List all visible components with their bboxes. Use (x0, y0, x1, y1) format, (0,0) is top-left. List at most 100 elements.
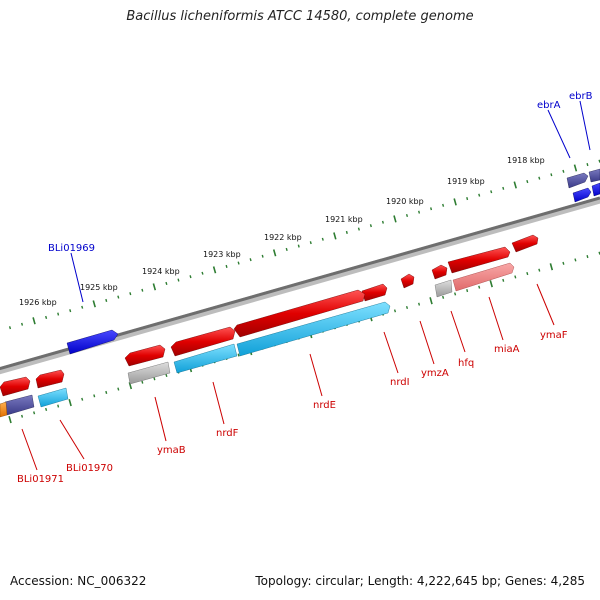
ruler-label-1924: 1924 kbp (142, 267, 180, 276)
outer-minor-tick (538, 176, 541, 180)
outer-minor-tick (309, 241, 312, 245)
outer-minor-tick (201, 271, 204, 275)
outer-minor-tick (405, 213, 409, 218)
outer-minor-tick (418, 210, 421, 214)
outer-minor-tick (430, 207, 433, 211)
label-nrdE: nrdE (313, 400, 336, 411)
callout-bli01969 (70, 252, 84, 303)
label-miaA: miaA (494, 344, 520, 355)
outer-minor-tick (478, 193, 481, 197)
inner-minor-tick (442, 295, 445, 299)
accession-text: Accession: NC_006322 (10, 574, 147, 588)
outer-minor-tick (8, 326, 12, 330)
callout-ymaF (536, 283, 555, 326)
inner-minor-tick (586, 255, 589, 259)
outer-minor-tick (502, 186, 505, 190)
inner-minor-tick (93, 394, 96, 398)
ruler-label-1923: 1923 kbp (203, 250, 241, 259)
outer-minor-tick (105, 298, 108, 302)
outer-minor-tick (69, 309, 72, 313)
outer-minor-tick (550, 173, 553, 177)
gene-nrdI[interactable] (361, 283, 388, 302)
callout-ebrB (579, 100, 591, 151)
callout-nrdE (309, 353, 323, 397)
inner-minor-tick (514, 275, 517, 279)
outer-minor-tick (526, 180, 529, 184)
ruler-label-1921: 1921 kbp (325, 215, 363, 224)
inner-minor-tick (165, 373, 168, 377)
outer-minor-tick (369, 224, 372, 228)
inner-minor-tick (405, 305, 409, 310)
inner-minor-tick (105, 390, 108, 394)
outer-minor-tick (321, 237, 324, 241)
outer-minor-tick (57, 312, 60, 316)
ruler-label-1926: 1926 kbp (19, 298, 57, 307)
outer-minor-tick (490, 190, 493, 194)
inner-minor-tick (526, 272, 529, 276)
gene-bli01971-cds[interactable] (4, 394, 35, 416)
gene-ymaF[interactable] (511, 234, 539, 253)
inner-minor-tick (21, 414, 24, 418)
label-ebrB: ebrB (569, 91, 593, 102)
gene-nrdE-cds[interactable] (236, 301, 391, 357)
gene-miaA-rna[interactable] (452, 262, 515, 292)
gene-blue-right-2[interactable] (591, 182, 600, 197)
gene-ymaB[interactable] (124, 344, 166, 367)
outer-major-tick (333, 232, 337, 240)
outer-minor-tick (586, 163, 589, 167)
gene-miaA[interactable] (447, 246, 511, 274)
gene-nrdF[interactable] (170, 326, 236, 357)
inner-minor-tick (502, 278, 505, 282)
gene-ebrA[interactable] (566, 172, 589, 189)
inner-minor-tick (57, 404, 60, 408)
outer-minor-tick (345, 230, 348, 234)
inner-minor-tick (141, 380, 144, 384)
gene-nrdF-cds[interactable] (173, 343, 238, 374)
outer-minor-tick (249, 258, 252, 262)
gene-bli01969[interactable] (66, 329, 119, 355)
inner-minor-tick (454, 292, 457, 296)
outer-minor-tick (562, 169, 565, 173)
outer-major-tick (272, 249, 277, 257)
outer-major-tick (513, 181, 517, 189)
callout-ymzA (419, 320, 435, 365)
inner-minor-tick (466, 289, 469, 293)
gene-ymaB-rna[interactable] (127, 361, 171, 385)
gene-bli01971[interactable] (0, 376, 31, 397)
ruler-label-1922: 1922 kbp (264, 233, 302, 242)
callout-miaA (488, 296, 504, 341)
map-title: Bacillus licheniformis ATCC 14580, compl… (126, 9, 474, 24)
outer-minor-tick (117, 295, 120, 299)
label-ymzA: ymzA (421, 368, 449, 379)
outer-major-tick (32, 317, 36, 325)
inner-minor-tick (562, 261, 565, 265)
label-nrdF: nrdF (216, 428, 239, 439)
outer-minor-tick (177, 278, 180, 282)
outer-minor-tick (141, 288, 144, 292)
outer-minor-tick (81, 305, 84, 309)
gene-ymzA[interactable] (400, 273, 415, 289)
reverse-genes (0, 234, 539, 418)
inner-major-tick (549, 263, 554, 271)
ruler-label-1925: 1925 kbp (80, 283, 118, 292)
gene-ebrB[interactable] (588, 168, 600, 183)
outer-minor-tick (189, 275, 192, 279)
outer-minor-tick (45, 315, 48, 319)
outer-major-tick (453, 198, 457, 206)
callout-bli01971 (21, 428, 38, 471)
gene-nrdE[interactable] (233, 289, 366, 338)
gene-bli01970[interactable] (35, 369, 65, 389)
gene-hfq[interactable] (431, 264, 448, 280)
callout-ebrA (547, 109, 571, 159)
inner-major-tick (489, 280, 493, 288)
ruler-label-1920: 1920 kbp (386, 197, 424, 206)
gene-orange-edge[interactable] (0, 401, 8, 418)
gene-hfq-rna[interactable] (434, 279, 453, 298)
outer-minor-tick (21, 322, 24, 326)
label-nrdI: nrdI (390, 377, 410, 388)
gene-blue-right-1[interactable] (572, 187, 592, 203)
gene-bli01970-cds[interactable] (37, 387, 69, 408)
inner-minor-tick (45, 407, 48, 411)
inner-major-tick (8, 415, 12, 424)
